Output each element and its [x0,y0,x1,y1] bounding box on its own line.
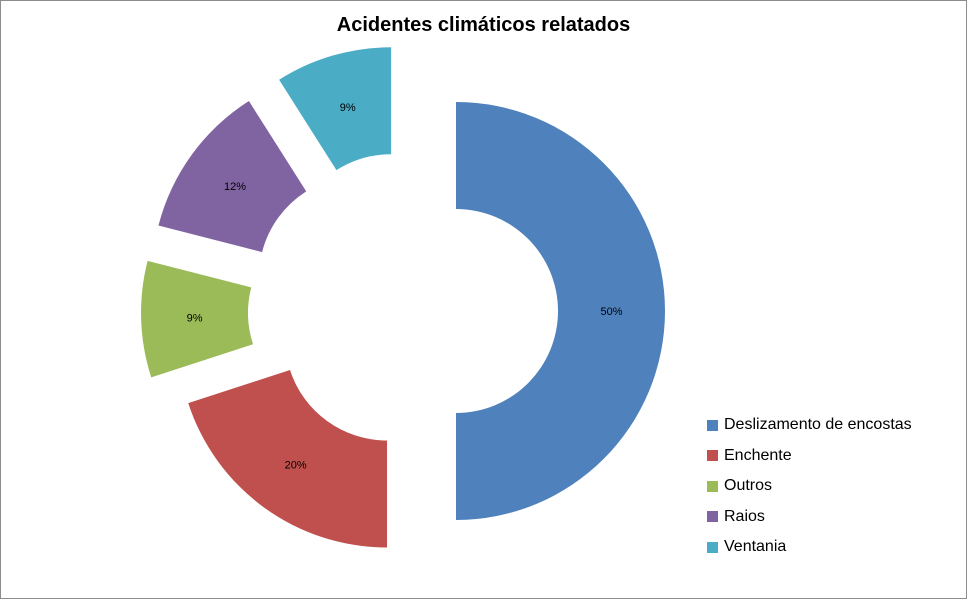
legend-label: Enchente [724,446,792,464]
legend-item: Deslizamento de encostas [707,410,912,441]
legend-swatch [707,419,718,431]
legend: Deslizamento de encostas Enchente Outros Ra… [707,410,912,563]
slice-group: 20% [188,370,388,548]
legend-swatch [707,511,718,523]
slice-ventania [279,47,392,171]
legend-label: Deslizamento de encostas [724,416,912,434]
legend-swatch [707,480,718,492]
slice-group: 9% [279,47,392,171]
legend-label: Raios [724,507,765,525]
legend-item: Raios [707,502,912,533]
chart-title: Acidentes climáticos relatados [336,14,631,36]
slice-group: 50% [456,102,665,520]
legend-label: Outros [724,477,773,495]
data-label: 9% [340,102,356,114]
legend-swatch [707,450,718,462]
slice-group: 12% [158,101,307,253]
legend-swatch [707,541,718,553]
legend-label: Ventania [724,538,787,556]
legend-item: Enchente [707,441,912,472]
legend-item: Outros [707,471,912,502]
data-label: 50% [600,306,622,318]
slice-group: 9% [141,260,254,378]
data-label: 20% [285,459,307,471]
legend-item: Ventania [707,532,912,563]
data-label: 9% [187,313,203,325]
slice-raios [158,101,307,253]
slice-outros [141,260,254,378]
slice-enchente [188,370,388,548]
data-label: 12% [224,181,246,193]
slice-deslizamento-de-encostas [456,102,665,520]
